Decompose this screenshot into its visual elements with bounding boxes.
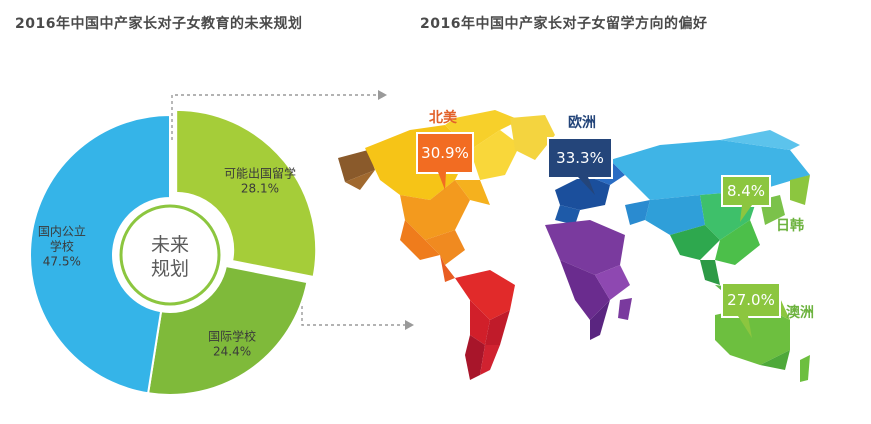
callout-region-3: 日韩 (776, 217, 804, 234)
callout-value-2: 33.3% (556, 149, 604, 167)
left-chart-title: 2016年中国中产家长对子女教育的未来规划 (15, 16, 303, 32)
callout-1: 30.9% 北美 (416, 109, 474, 190)
donut-label-2-line-2: 24.4% (213, 344, 251, 358)
callout-value-3: 8.4% (727, 182, 765, 200)
donut-center-ring (119, 204, 221, 306)
callout-box-1 (416, 132, 474, 174)
callout-value-4: 27.0% (727, 291, 775, 309)
donut-center (114, 199, 226, 311)
donut-center-label-2: 规划 (151, 258, 189, 280)
callout-region-4: 澳洲 (786, 304, 814, 321)
donut-label-3-line-2: 学校 (50, 238, 74, 253)
donut-label-1-line-1: 可能出国留学 (224, 166, 296, 181)
destination-callouts: 30.9% 北美 33.3% 欧洲 8.4% 日韩 27.0% 澳洲 (416, 109, 814, 338)
callout-pointer-2 (578, 177, 595, 195)
donut-center-label-1: 未来 (151, 234, 189, 256)
donut-label-3-line-1: 国内公立 (38, 223, 86, 238)
donut-segment-1 (175, 108, 318, 279)
donut-label-2-line-1: 国际学校 (208, 328, 256, 343)
right-chart-title: 2016年中国中产家长对子女留学方向的偏好 (420, 16, 708, 32)
donut-label-3-line-3: 47.5% (43, 254, 81, 268)
callout-box-2 (547, 137, 613, 179)
callout-pointer-4 (738, 316, 752, 338)
callout-pointer-3 (740, 205, 752, 222)
callout-3: 8.4% 日韩 (721, 175, 804, 234)
donut-segment-2 (146, 264, 309, 396)
donut-segment-3 (29, 113, 171, 395)
callout-4: 27.0% 澳洲 (721, 282, 814, 338)
callout-region-2: 欧洲 (568, 114, 596, 131)
donut-label-1-line-2: 28.1% (241, 182, 279, 196)
connector-arrows (171, 90, 414, 330)
callout-box-3 (721, 175, 771, 207)
callout-2: 33.3% 欧洲 (547, 114, 613, 195)
callout-value-1: 30.9% (421, 144, 469, 162)
callout-pointer-1 (438, 172, 446, 190)
callout-box-4 (721, 282, 781, 318)
callout-region-1: 北美 (429, 109, 458, 126)
